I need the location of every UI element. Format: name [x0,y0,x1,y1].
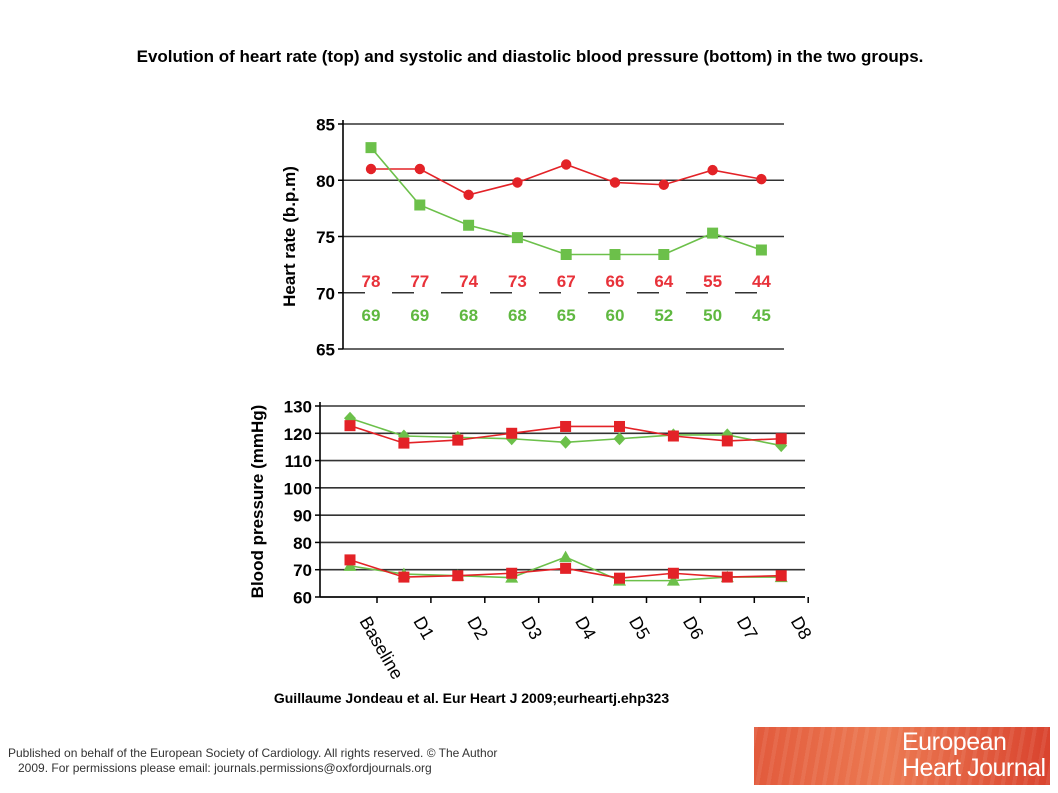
patient-count-green: 60 [606,306,625,325]
logo-line-1: European [902,728,1007,756]
patient-count-green: 68 [459,306,478,325]
patient-count-red: 73 [508,272,527,291]
series-0-point [561,159,572,170]
series-3-point [452,570,464,582]
patient-count-green: 69 [362,306,381,325]
series-0-point [414,163,425,175]
series-0-point [756,173,767,185]
patient-count-red: 78 [362,272,381,291]
logo-background-pattern [754,727,1050,785]
patient-count-red: 67 [557,272,576,291]
copyright-line-1: Published on behalf of the European Soci… [8,746,498,760]
patient-count-green: 50 [703,306,722,325]
y-axis-label: Blood pressure (mmHg) [248,405,267,599]
patient-count-red: 55 [703,272,722,291]
logo-line-2: Heart Journal [902,754,1046,782]
blood-pressure-panel: 60 70 80 90 100 110 120 130 Blood pressure (mmHg… [248,398,816,683]
series-1-point [452,434,464,446]
y-tick-label: 80 [293,534,312,553]
series-0-point [559,435,572,449]
patient-count-red: 64 [654,272,673,291]
series-1-point [658,249,670,260]
series-0-point [512,177,523,188]
copyright-line-2: 2009. For permissions please email: jour… [18,761,432,775]
series-1-point [365,142,377,154]
series-0-point [609,177,621,188]
series-3-point [614,572,625,584]
series-1-point [707,227,719,239]
y-tick-label: 90 [293,507,312,526]
series-1-point [414,199,426,211]
x-tick-label: D7 [733,613,762,643]
series-1-point [775,433,787,445]
y-axis-label: Heart rate (b.p.m) [280,166,299,307]
series-1-point [511,232,523,244]
european-heart-journal-logo: European Heart Journal [754,727,1050,785]
series-1-point [614,420,625,432]
x-tick-label: Baseline [356,613,408,683]
citation: Guillaume Jondeau et al. Eur Heart J 200… [273,690,670,706]
series-1-point [609,249,621,260]
y-tick-label: 75 [316,228,335,247]
series-0-point [613,432,626,446]
y-tick-label: 110 [285,452,312,471]
x-tick-label: D3 [517,613,546,643]
patient-count-red: 74 [459,272,478,291]
series-1-point [560,249,572,260]
series-1-point [506,427,518,439]
copyright-notice: Published on behalf of the European Soci… [8,746,628,776]
x-tick-label: D8 [787,613,816,643]
series-0-point [707,164,718,176]
y-tick-label: 120 [284,425,312,444]
series-3-point [667,567,679,579]
series-3-point [398,571,410,583]
x-tick-label: D6 [679,613,708,643]
patient-count-green: 68 [508,306,527,325]
heart-rate-panel: 65 70 75 80 85 Heart rate (b.p.m) 78 77 74 73 67 66… [280,116,784,360]
series-1-point [463,219,475,231]
series-2-point [666,574,680,586]
y-tick-label: 130 [284,398,312,417]
y-tick-label: 100 [284,479,312,498]
y-tick-label: 60 [293,589,312,608]
series-3-point [775,570,787,582]
patient-count-red: 44 [752,272,771,291]
y-tick-label: 65 [316,341,335,360]
patient-count-red: 66 [606,272,625,291]
patient-count-green: 52 [654,306,673,325]
patient-count-red: 77 [410,272,429,291]
series-1-point [721,435,733,447]
series-0-point [365,163,377,175]
series-2-point [559,550,573,563]
patient-count-green: 65 [557,306,576,325]
series-3-point [344,554,356,566]
x-tick-label: D5 [625,613,654,643]
x-tick-label: D1 [409,613,438,643]
chart-title: Evolution of heart rate (top) and systol… [136,47,924,66]
x-tick-label: D2 [463,613,492,643]
series-0-point [463,189,474,201]
chart-figure: 65 70 75 80 85 Heart rate (b.p.m) 78 77 74 73 67 66… [248,116,816,683]
y-tick-label: 85 [316,116,335,135]
series-1-point [560,420,572,432]
series-3-point [560,562,572,574]
patient-count-green: 69 [410,306,429,325]
y-tick-label: 70 [316,284,335,303]
patient-count-green: 45 [752,306,771,325]
x-tick-label: D4 [571,613,600,643]
y-tick-label: 80 [316,172,335,191]
series-3-point [721,571,733,583]
series-1-point [344,420,356,432]
series-1-point [755,244,767,256]
series-3-point [506,567,518,579]
y-tick-label: 70 [293,561,312,580]
series-1-point [667,430,679,442]
series-0-point [658,179,669,190]
series-1-point [398,437,410,449]
